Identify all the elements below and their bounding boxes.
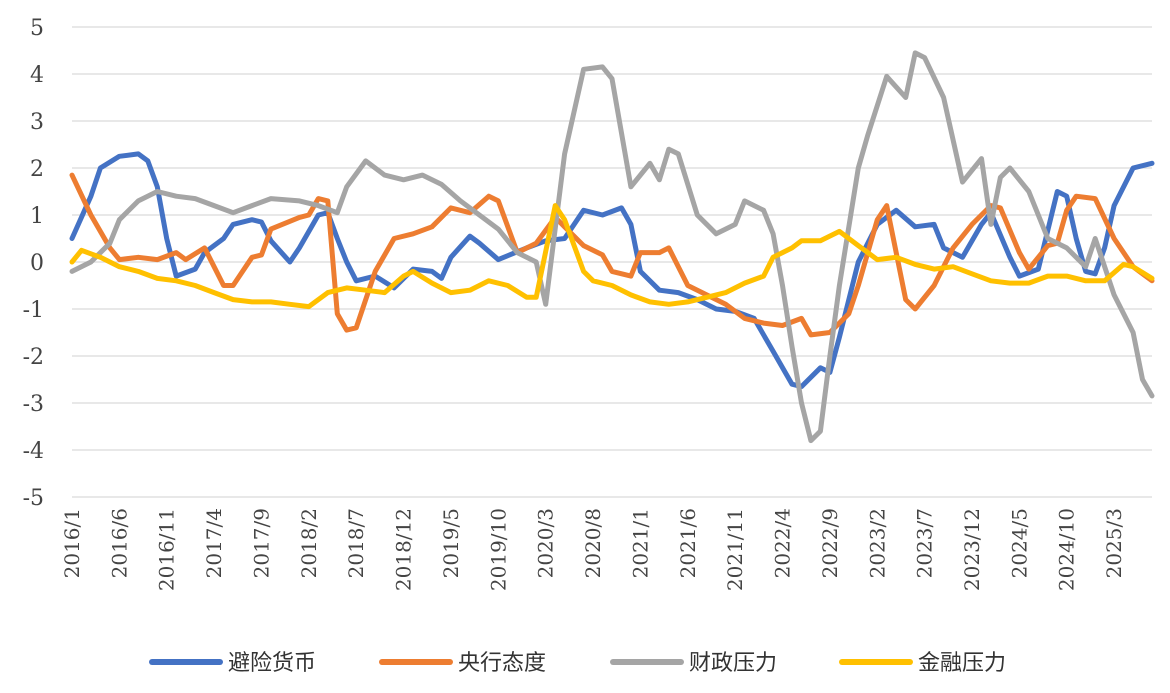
- y-axis-ticks: -5 -4 -3 -2 -1 0 1 2 3 4 5: [23, 16, 44, 511]
- y-tick-label: -5: [23, 486, 44, 511]
- series-line-2: [69, 172, 1155, 338]
- x-tick-label: 2023/7: [913, 508, 937, 578]
- grid-lines: [72, 26, 1152, 498]
- x-tick-label: 2021/6: [676, 508, 700, 578]
- x-tick-label: 2022/4: [771, 508, 795, 578]
- x-tick-label: 2018/2: [297, 508, 321, 578]
- x-tick-label: 2021/11: [723, 508, 747, 591]
- x-tick-label: 2016/6: [107, 508, 131, 578]
- legend-label-4: 金融压力: [918, 651, 1006, 676]
- x-tick-label: 2022/9: [818, 508, 842, 578]
- series-lines: [69, 50, 1155, 444]
- x-tick-label: 2018/12: [392, 508, 416, 591]
- series-line-4: [69, 203, 1155, 310]
- x-tick-label: 2017/9: [249, 508, 273, 578]
- y-tick-label: -4: [23, 439, 44, 464]
- y-tick-label: 2: [30, 157, 44, 182]
- x-tick-label: 2016/11: [155, 508, 179, 591]
- x-tick-label: 2020/3: [534, 508, 558, 578]
- y-tick-label: -3: [23, 392, 44, 417]
- x-axis-ticks: 2016/1 2016/6 2016/11 2017/4 2017/9 2018/2 201…: [60, 508, 1126, 591]
- y-tick-label: -2: [23, 345, 44, 370]
- y-tick-label: 0: [30, 251, 44, 276]
- x-tick-label: 2021/1: [628, 508, 652, 578]
- legend-label-1: 避险货币: [228, 651, 316, 676]
- series-line-3: [69, 50, 1155, 444]
- x-tick-label: 2023/12: [960, 508, 984, 591]
- x-tick-label: 2023/2: [865, 508, 889, 578]
- legend: 避险货币 央行态度 财政压力 金融压力: [149, 651, 1006, 676]
- y-tick-label: 3: [30, 110, 44, 135]
- x-tick-label: 2018/7: [344, 508, 368, 578]
- x-tick-label: 2019/5: [439, 508, 463, 578]
- legend-label-3: 财政压力: [689, 651, 777, 676]
- x-tick-label: 2024/5: [1007, 508, 1031, 578]
- legend-label-2: 央行态度: [458, 651, 546, 676]
- x-tick-label: 2019/10: [486, 508, 510, 591]
- y-tick-label: 5: [30, 16, 44, 41]
- y-tick-label: 4: [30, 63, 44, 88]
- x-tick-label: 2024/10: [1055, 508, 1079, 591]
- x-tick-label: 2020/8: [581, 508, 605, 578]
- y-tick-label: -1: [23, 298, 44, 323]
- y-tick-label: 1: [30, 204, 44, 229]
- x-tick-label: 2016/1: [60, 508, 84, 578]
- x-tick-label: 2025/3: [1102, 508, 1126, 578]
- x-tick-label: 2017/4: [202, 508, 226, 578]
